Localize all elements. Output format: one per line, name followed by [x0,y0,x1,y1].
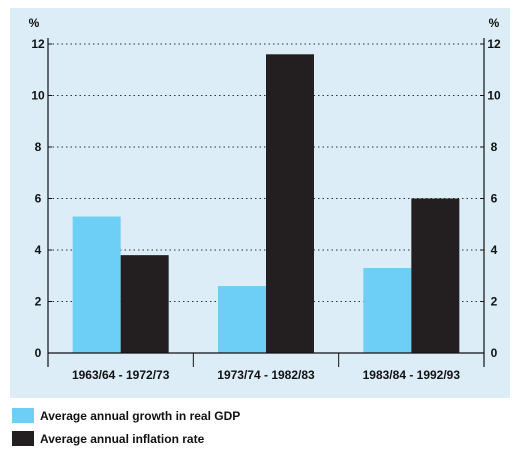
legend-swatch-gdp-growth [12,408,34,423]
bar-inflation-rate [120,255,169,353]
bar-inflation-rate [411,198,460,353]
y-tick-label-right: 6 [491,192,498,206]
y-tick-label-left: 8 [35,140,42,154]
legend-label-gdp-growth: Average annual growth in real GDP [40,409,240,423]
x-category-label: 1973/74 - 1982/83 [217,368,315,382]
y-tick-label-right: 8 [491,140,498,154]
bar-gdp-growth [363,268,412,353]
y-tick-label-left: 10 [31,89,45,103]
y-tick-label-left: 6 [35,192,42,206]
y-tick-label-right: 12 [487,37,501,51]
y-tick-label-right: 2 [491,295,498,309]
y-axis-unit-right: % [489,16,500,30]
bar-inflation-rate [266,54,314,354]
axes-layer: 0 0 2 2 4 4 6 6 8 8 10 10 12 12 1963/64 - 1972/73 1973/… [31,37,501,382]
legend-label-inflation-rate: Average annual inflation rate [40,432,205,446]
bar-gdp-growth [218,286,266,353]
x-category-label: 1983/84 - 1992/93 [363,368,461,382]
y-tick-label-left: 2 [35,295,42,309]
y-tick-label-left: 4 [35,243,42,257]
y-axis-unit-left: % [29,16,40,30]
y-tick-label-right: 10 [487,89,501,103]
bars-layer [72,54,460,354]
x-category-label: 1963/64 - 1972/73 [72,368,170,382]
y-tick-label-right: 4 [491,243,498,257]
y-tick-label-right: 0 [491,346,498,360]
bar-gdp-growth [72,216,121,353]
y-tick-label-left: 12 [31,37,45,51]
y-tick-label-left: 0 [35,346,42,360]
legend-swatch-inflation-rate [12,431,34,446]
legend: Average annual growth in real GDP Average… [12,408,240,446]
